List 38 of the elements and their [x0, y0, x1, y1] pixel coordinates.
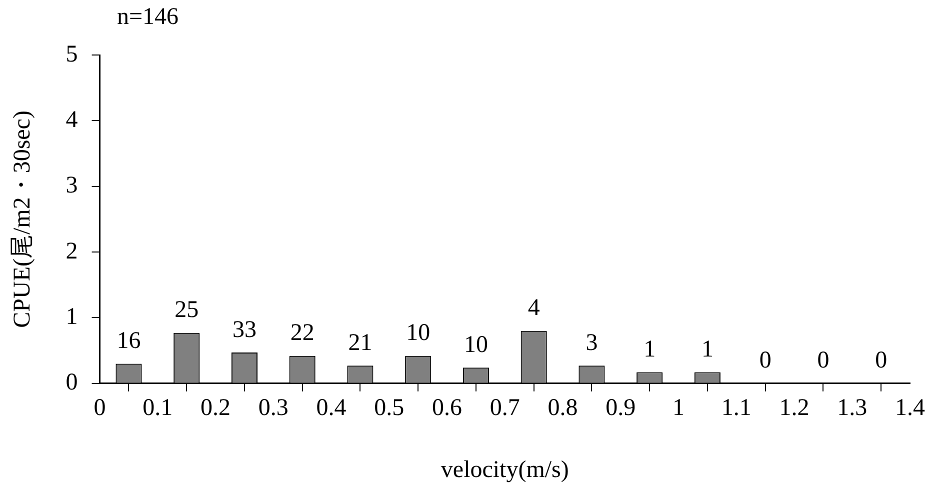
annotation: 10: [406, 320, 430, 346]
x-tick-label: 1: [672, 395, 685, 422]
x-tick-label: 0.8: [548, 395, 578, 422]
x-tick-label: 0: [94, 395, 106, 422]
y-tick-label: 2: [66, 238, 78, 264]
annotation: 0: [817, 348, 830, 374]
annotation: 25: [174, 297, 199, 324]
x-tick-label: 1.4: [895, 395, 925, 422]
annotation: 0: [759, 348, 772, 374]
annotation: 4: [528, 295, 540, 322]
annotation: 3: [586, 330, 598, 356]
annotation: 0: [875, 348, 888, 374]
y-tick-label: 3: [66, 172, 78, 199]
y-tick-label: 1: [66, 304, 78, 330]
annotation: 16: [116, 328, 141, 354]
annotation: 22: [290, 320, 314, 346]
annotation: 1: [701, 336, 714, 363]
annotation: 1: [644, 336, 656, 363]
x-tick-label: 0.3: [258, 395, 288, 422]
y-tick-label: 5: [66, 41, 78, 68]
annotation: 33: [232, 316, 256, 343]
annotation: 21: [348, 330, 372, 356]
x-tick-label: 0.7: [490, 395, 520, 422]
x-tick-label: 1.1: [721, 395, 752, 422]
chart-title: n=146: [117, 4, 179, 31]
x-tick-label: 0.5: [374, 395, 404, 422]
y-tick-label: 0: [66, 370, 78, 396]
x-tick-label: 0.2: [200, 395, 231, 422]
y-tick-label: 4: [66, 106, 78, 133]
annotation: 10: [464, 332, 488, 358]
x-axis-title: velocity(m/s): [440, 456, 569, 483]
x-tick-label: 0.6: [432, 395, 462, 422]
x-tick-label: 0.1: [142, 395, 173, 422]
x-tick-label: 0.9: [606, 395, 636, 422]
x-tick-label: 1.3: [837, 395, 868, 422]
x-tick-label: 1.2: [779, 395, 810, 422]
x-tick-label: 0.4: [316, 395, 346, 422]
y-axis-title: CPUE(尾/m2・30sec): [10, 110, 36, 328]
